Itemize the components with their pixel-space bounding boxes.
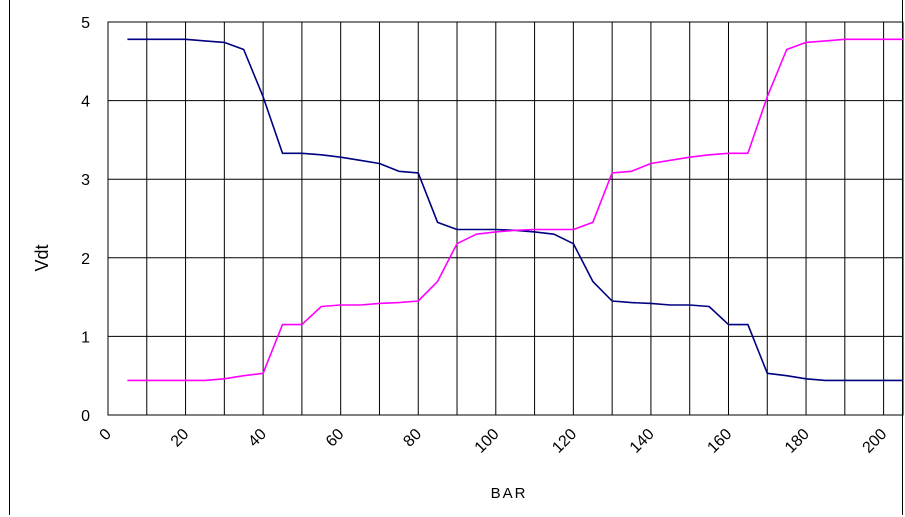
x-tick-label: 60 [323, 426, 348, 451]
x-tick-label: 80 [400, 426, 425, 451]
plot-area-border [107, 21, 904, 416]
tick-labels: 0 1 2 3 4 5 0 20 40 60 80 100 120 140 160 180 200 [81, 15, 890, 457]
y-tick-label: 3 [81, 172, 90, 189]
x-tick-label: 120 [549, 426, 580, 457]
y-tick-label: 2 [81, 251, 90, 268]
x-axis-label: BAR [491, 485, 528, 502]
x-tick-label: 200 [860, 426, 891, 457]
y-tick-label: 4 [81, 94, 90, 111]
y-tick-label: 1 [81, 329, 90, 346]
x-tick-label: 160 [704, 426, 735, 457]
x-tick-label: 180 [782, 426, 813, 457]
x-tick-label: 20 [168, 426, 193, 451]
x-tick-label: 140 [627, 426, 658, 457]
grid-lines [107, 21, 904, 416]
series-line-2 [127, 38, 903, 382]
y-tick-label: 0 [81, 408, 90, 425]
y-tick-label: 5 [81, 15, 90, 32]
y-axis-label: Vdt [32, 244, 52, 271]
x-tick-label: 40 [245, 426, 270, 451]
series-line-1 [127, 38, 903, 382]
series-group [127, 38, 903, 382]
x-tick-label: 0 [97, 426, 115, 444]
x-tick-label: 100 [472, 426, 503, 457]
